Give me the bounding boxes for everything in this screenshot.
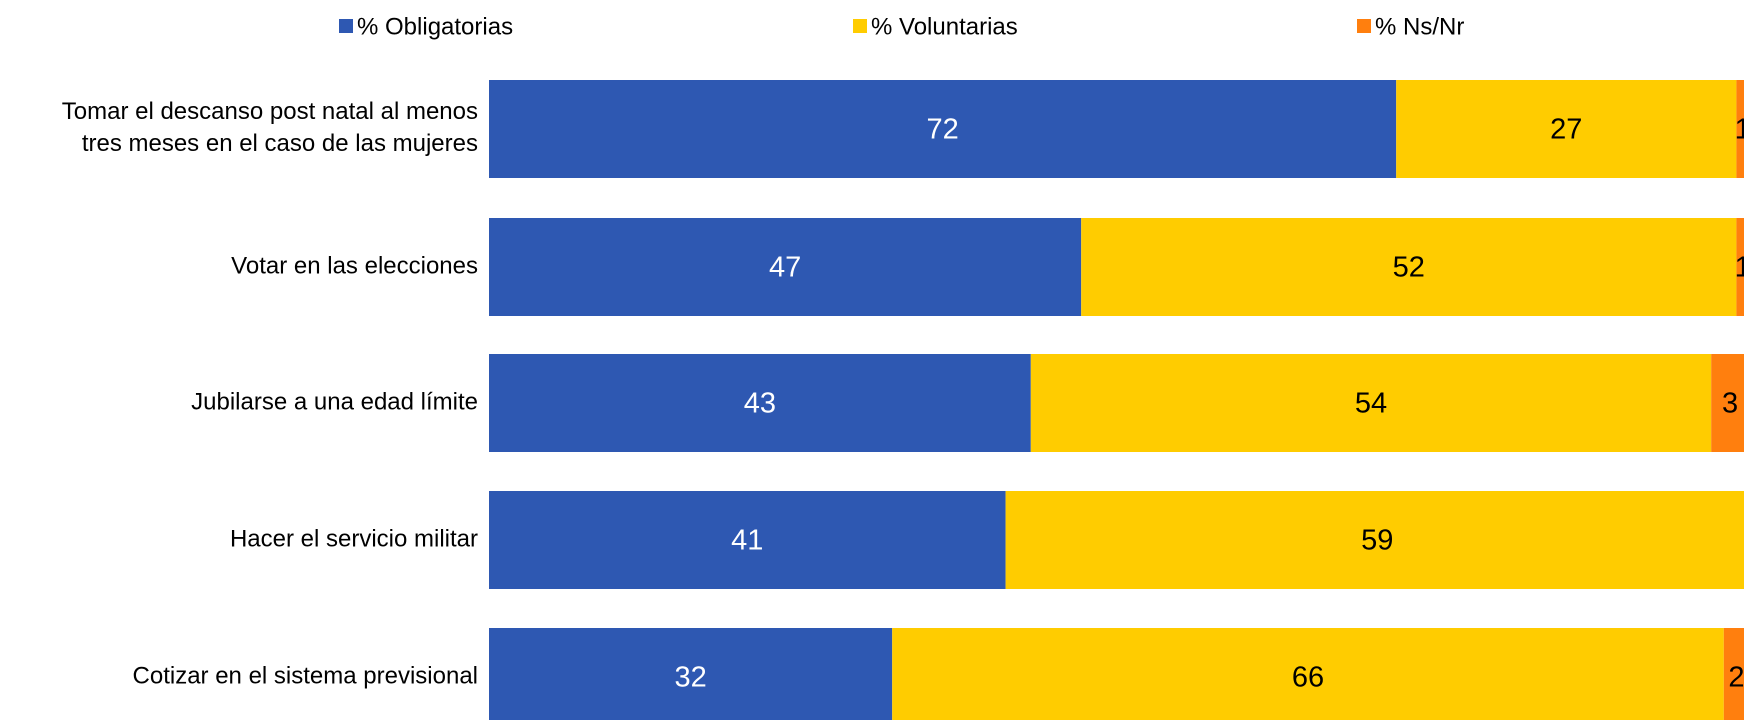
bar-segment (489, 628, 893, 720)
legend-label: % Ns/Nr (1375, 13, 1464, 40)
data-label: 3 (1722, 388, 1738, 420)
legend-swatch (853, 19, 867, 33)
data-label: 32 (674, 662, 706, 694)
data-label: 1 (1735, 114, 1744, 146)
bar-segment (489, 218, 1082, 316)
bar-segment (1723, 628, 1744, 720)
bar-segment (1081, 218, 1737, 316)
bar-segment (489, 491, 1006, 589)
data-label: 41 (731, 525, 763, 557)
category-label: Hacer el servicio militar (230, 525, 478, 552)
legend-label: % Obligatorias (357, 13, 513, 40)
legend-swatch (1357, 19, 1371, 33)
data-label: 27 (1550, 114, 1582, 146)
data-label: 2 (1728, 662, 1744, 694)
category-label: Votar en las elecciones (231, 252, 478, 279)
bar-segment (1736, 80, 1744, 178)
data-label: 59 (1361, 525, 1393, 557)
bar-segment (1711, 354, 1744, 452)
data-label: 52 (1393, 252, 1425, 284)
legend-swatch (339, 19, 353, 33)
bar-segment (489, 354, 1031, 452)
category-label: Tomar el descanso post natal al menos tre… (62, 98, 478, 157)
data-label: 43 (744, 388, 776, 420)
category-label: Cotizar en el sistema previsional (133, 662, 478, 689)
data-label: 47 (769, 252, 801, 284)
bar-segment (1396, 80, 1737, 178)
legend-label: % Voluntarias (871, 13, 1018, 40)
bar-segment (892, 628, 1724, 720)
data-label: 1 (1735, 252, 1744, 284)
data-label: 54 (1355, 388, 1387, 420)
bar-segment (1736, 218, 1744, 316)
data-label: 66 (1292, 662, 1324, 694)
bar-segment (1005, 491, 1744, 589)
bar-segment (489, 80, 1397, 178)
bar-segment (1030, 354, 1712, 452)
data-label: 72 (926, 114, 958, 146)
category-label: Jubilarse a una edad límite (191, 388, 478, 415)
